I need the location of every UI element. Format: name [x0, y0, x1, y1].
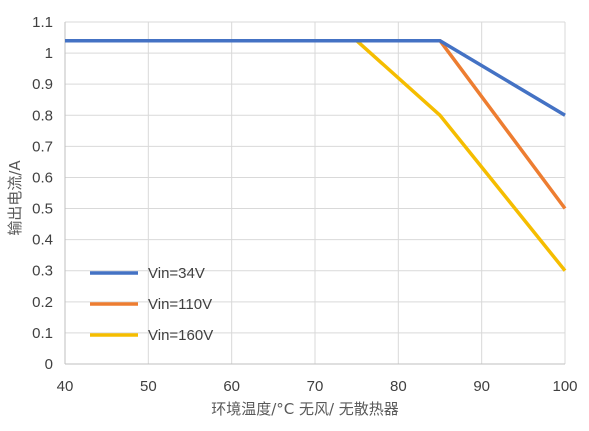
y-tick-label: 0.8	[32, 107, 53, 124]
y-tick-label: 0.7	[32, 138, 53, 155]
x-axis-title: 环境温度/°C 无风/ 无散热器	[211, 400, 399, 418]
y-tick-label: 1	[45, 45, 53, 62]
x-tick-label: 50	[140, 378, 157, 395]
legend-label: Vin=160V	[148, 327, 213, 344]
legend-label: Vin=110V	[148, 296, 212, 313]
x-tick-label: 90	[473, 378, 490, 395]
y-tick-label: 0	[45, 356, 53, 373]
series-line-vin-34v	[65, 38, 566, 117]
series-layer	[65, 38, 567, 272]
x-tick-label: 70	[307, 378, 324, 395]
y-tick-label: 0.2	[32, 294, 53, 311]
y-tick-label: 0.9	[32, 76, 53, 93]
y-tick-label: 0.4	[32, 232, 53, 249]
x-tick-label: 40	[57, 378, 74, 395]
y-axis-title: 输出电流/A	[6, 160, 24, 236]
grid-layer	[65, 21, 566, 364]
x-tick-label: 80	[390, 378, 407, 395]
y-tick-label: 0.3	[32, 263, 53, 280]
axis-layer: 0 0.1 0.2 0.3 0.4 0.5 0.6 0.7 0.8 0.9 1 1.1 40 50 60 70…	[32, 14, 577, 395]
x-tick-label: 60	[223, 378, 240, 395]
y-tick-label: 0.6	[32, 169, 53, 186]
x-tick-label: 100	[552, 378, 577, 395]
y-tick-label: 1.1	[32, 14, 53, 31]
y-tick-label: 0.5	[32, 201, 53, 218]
legend: Vin=34V Vin=110V Vin=160V	[90, 265, 213, 344]
y-tick-label: 0.1	[32, 325, 53, 342]
legend-label: Vin=34V	[148, 265, 205, 282]
